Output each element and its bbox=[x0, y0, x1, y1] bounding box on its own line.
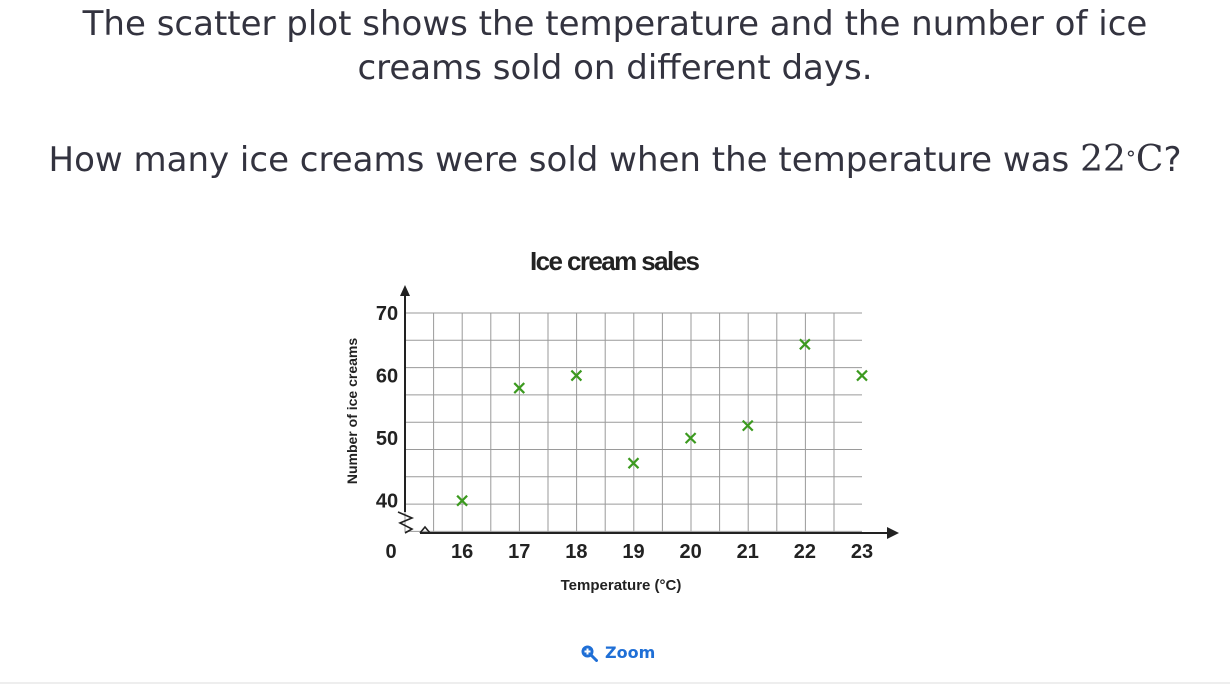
x-tick-label: 18 bbox=[565, 541, 587, 563]
data-point bbox=[741, 419, 754, 432]
y-axis-arrow bbox=[400, 285, 410, 296]
chart-title: Ice cream sales bbox=[530, 246, 700, 276]
x-tick-label: 22 bbox=[794, 541, 816, 563]
question-line-1: The scatter plot shows the temperature a… bbox=[82, 4, 1148, 88]
data-point bbox=[570, 369, 583, 382]
x-tick-label: 20 bbox=[680, 541, 702, 563]
question-temperature: 22°C bbox=[1080, 139, 1163, 180]
y-axis-break bbox=[397, 511, 415, 534]
y-tick-label: 70 bbox=[376, 303, 398, 325]
question-temperature-value: 22 bbox=[1080, 139, 1126, 180]
zoom-in-icon bbox=[581, 645, 598, 662]
data-point bbox=[456, 494, 468, 507]
data-point bbox=[513, 382, 526, 394]
scatter-chart: Ice cream sales Temperature (°C) Number of… bbox=[330, 236, 910, 606]
y-tick-label: 60 bbox=[376, 366, 398, 388]
x-tick-label: 23 bbox=[851, 541, 873, 563]
zoom-label: Zoom bbox=[605, 643, 656, 662]
x-axis-break bbox=[419, 525, 431, 534]
x-tick-label: 16 bbox=[451, 541, 473, 563]
data-point bbox=[684, 432, 697, 444]
scatter-plot-svg: Ice cream sales Temperature (°C) Number of… bbox=[344, 246, 899, 594]
zoom-button[interactable]: Zoom bbox=[580, 643, 655, 662]
x-axis-arrow bbox=[887, 527, 899, 539]
data-point bbox=[627, 457, 640, 469]
question-degree-symbol: ° bbox=[1125, 146, 1136, 170]
question-text: The scatter plot shows the temperature a… bbox=[0, 2, 1230, 182]
y-tick-label: 40 bbox=[376, 491, 398, 513]
x-axis-label: Temperature (°C) bbox=[561, 577, 682, 594]
question-temperature-unit: C bbox=[1135, 139, 1164, 180]
data-point bbox=[799, 338, 811, 351]
origin-label: 0 bbox=[385, 541, 396, 563]
data-point bbox=[856, 369, 868, 382]
y-tick-label: 50 bbox=[376, 428, 398, 450]
question-line-2: How many ice creams were sold when the t… bbox=[0, 138, 1230, 182]
x-tick-label: 19 bbox=[622, 541, 644, 563]
y-axis-label: Number of ice creams bbox=[344, 338, 360, 484]
question-line-2-text: How many ice creams were sold when the t… bbox=[48, 140, 1081, 180]
x-tick-label: 17 bbox=[508, 541, 530, 563]
divider bbox=[0, 682, 1230, 684]
x-tick-label: 21 bbox=[737, 541, 759, 563]
question-line-2-end: ? bbox=[1163, 140, 1182, 180]
